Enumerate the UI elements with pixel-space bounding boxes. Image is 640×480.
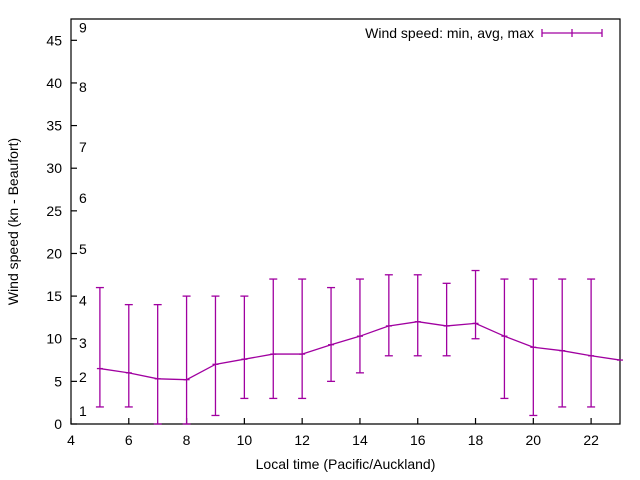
error-bar xyxy=(153,303,162,425)
beaufort-tick-label: 9 xyxy=(79,20,87,36)
x-tick-label: 20 xyxy=(526,432,542,448)
beaufort-tick-label: 2 xyxy=(79,369,87,385)
error-bar xyxy=(500,278,509,400)
error-bar xyxy=(211,295,220,417)
y-tick-label: 25 xyxy=(46,203,62,219)
y-tick-label: 10 xyxy=(46,331,62,347)
beaufort-tick-label: 3 xyxy=(79,335,87,351)
x-tick-label: 16 xyxy=(410,432,426,448)
beaufort-tick-label: 6 xyxy=(79,190,87,206)
legend: Wind speed: min, avg, max xyxy=(365,25,603,41)
error-bar xyxy=(327,286,336,383)
error-bar xyxy=(471,269,480,340)
y-tick-label: 0 xyxy=(54,416,62,432)
beaufort-tick-label: 5 xyxy=(79,241,87,257)
y-tick-label: 5 xyxy=(54,373,62,389)
error-bar xyxy=(384,274,393,357)
plot-frame xyxy=(70,18,621,425)
error-bar xyxy=(558,278,567,408)
x-axis-title: Local time (Pacific/Auckland) xyxy=(256,456,436,472)
error-bar xyxy=(587,278,596,408)
error-bar xyxy=(240,295,249,400)
x-tick-label: 10 xyxy=(237,432,253,448)
error-bar xyxy=(355,278,364,374)
x-tick-label: 18 xyxy=(468,432,484,448)
y-tick-label: 35 xyxy=(46,118,62,134)
x-tick-label: 22 xyxy=(583,432,599,448)
beaufort-scale-labels: 1 2 3 4 5 6 7 8 9 xyxy=(79,20,87,420)
x-tick-label: 12 xyxy=(294,432,310,448)
error-bar xyxy=(413,274,422,357)
x-tick-label: 6 xyxy=(125,432,133,448)
y-axis-title: Wind speed (kn - Beaufort) xyxy=(5,138,21,305)
beaufort-tick-label: 8 xyxy=(79,79,87,95)
beaufort-tick-label: 1 xyxy=(79,403,87,419)
x-tick-label: 4 xyxy=(67,432,75,448)
y-tick-label: 45 xyxy=(46,32,62,48)
error-bar xyxy=(298,278,307,400)
error-bar xyxy=(124,303,133,408)
beaufort-tick-label: 7 xyxy=(79,139,87,155)
x-axis-ticks: 4 6 8 10 12 14 16 18 20 22 xyxy=(67,418,599,448)
beaufort-tick-label: 4 xyxy=(79,292,87,308)
x-tick-label: 8 xyxy=(183,432,191,448)
error-bar xyxy=(182,295,191,425)
error-bar xyxy=(442,282,451,357)
error-bar xyxy=(95,286,104,408)
y-axis-ticks: 0 5 10 15 20 25 30 35 40 45 xyxy=(46,32,77,432)
y-tick-label: 20 xyxy=(46,245,62,261)
y-tick-label: 15 xyxy=(46,288,62,304)
x-tick-label: 14 xyxy=(352,432,368,448)
legend-label: Wind speed: min, avg, max xyxy=(365,25,534,41)
y-tick-label: 40 xyxy=(46,75,62,91)
data-series-layer xyxy=(95,269,623,425)
y-tick-label: 30 xyxy=(46,160,62,176)
error-bar xyxy=(269,278,278,400)
